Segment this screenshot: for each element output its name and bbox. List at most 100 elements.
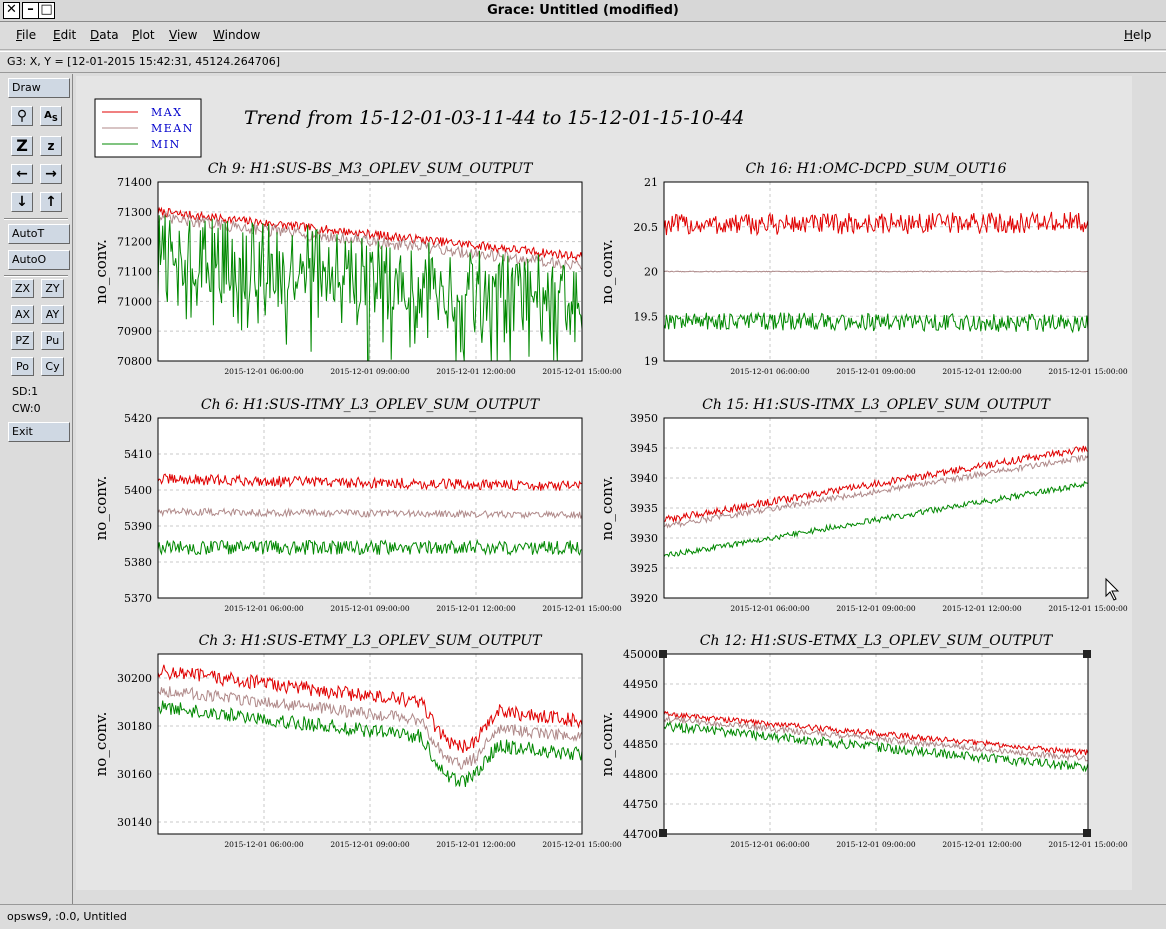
x-tick-label: 2015-12-01 09:00:00 [330, 367, 410, 376]
menu-window[interactable]: Window [213, 28, 261, 42]
x-tick-label: 2015-12-01 06:00:00 [224, 840, 304, 849]
x-tick-label: 2015-12-01 15:00:00 [542, 840, 622, 849]
title-bar: ✕ – □ Grace: Untitled (modified) [0, 0, 1166, 22]
chart-5[interactable]: 30200 30180 30160 30140 2015-12-01 06:00:00 2… [92, 633, 622, 849]
po-button[interactable]: Po [11, 357, 34, 376]
selection-handle[interactable] [1083, 829, 1091, 837]
x-tick-label: 2015-12-01 09:00:00 [330, 840, 410, 849]
selection-handle[interactable] [659, 829, 667, 837]
zy-button[interactable]: ZY [41, 279, 64, 298]
chart-frame [663, 181, 1089, 362]
x-tick-label: 2015-12-01 12:00:00 [436, 367, 516, 376]
series-max [157, 664, 583, 754]
y-tick-label: 45000 [623, 648, 658, 661]
y-tick-label: 70800 [117, 355, 152, 368]
autoscale-text-icon[interactable]: AS [40, 106, 62, 126]
plot-canvas[interactable]: MAX MEAN MIN Trend from 15-12-01-03-11-4… [76, 76, 1132, 890]
x-tick-label: 2015-12-01 12:00:00 [942, 604, 1022, 613]
x-tick-label: 2015-12-01 15:00:00 [1048, 367, 1128, 376]
y-tick-label: 30180 [117, 720, 152, 733]
chart-frame [157, 181, 583, 362]
y-tick-label: 19.5 [634, 310, 659, 323]
sidebar-divider [4, 218, 68, 220]
sd-indicator: SD:1 [12, 385, 39, 398]
zoom-magnifier-icon[interactable]: ⚲ [11, 106, 33, 126]
autoo-button[interactable]: AutoO [8, 250, 70, 270]
legend-min-label: MIN [151, 138, 181, 151]
legend-mean-label: MEAN [151, 122, 194, 135]
chart-title: Ch 3: H1:SUS-ETMY_L3_OPLEV_SUM_OUTPUT [199, 633, 543, 649]
x-tick-label: 2015-12-01 15:00:00 [542, 367, 622, 376]
series-max [663, 445, 1089, 523]
chart-2[interactable]: 21 20.5 20 19.5 19 2015-12-01 06:00:00 2015-12… [598, 161, 1128, 376]
series-min [663, 480, 1089, 558]
x-tick-label: 2015-12-01 15:00:00 [1048, 604, 1128, 613]
maximize-icon[interactable]: □ [38, 2, 55, 19]
series-min [663, 311, 1089, 334]
y-tick-label: 3940 [630, 472, 658, 485]
y-tick-label: 71400 [117, 176, 152, 189]
y-tick-label: 5420 [124, 412, 152, 425]
series-max [663, 211, 1089, 237]
y-tick-label: 71000 [117, 295, 152, 308]
chart-3[interactable]: 5420 5410 5400 5390 5380 5370 2015-12-01 06:00… [92, 397, 622, 613]
series-min [157, 700, 583, 788]
selection-handle[interactable] [1083, 650, 1091, 658]
series-mean [157, 686, 583, 770]
ay-button[interactable]: AY [41, 305, 64, 324]
menu-plot[interactable]: Plot [132, 28, 155, 42]
y-tick-label: 5390 [124, 520, 152, 533]
pu-button[interactable]: Pu [41, 331, 64, 350]
chart-6[interactable]: 45000 44950 44900 44850 44800 44750 44700 2015-… [598, 633, 1128, 849]
legend-box[interactable]: MAX MEAN MIN [94, 98, 202, 158]
exit-button[interactable]: Exit [8, 422, 70, 442]
chart-frame [157, 653, 583, 835]
arrow-right-icon[interactable]: → [40, 164, 62, 184]
arrow-left-icon[interactable]: ← [11, 164, 33, 184]
tool-sidebar: Draw ⚲ AS Z z ← → ↓ ↑ AutoT AutoO ZX ZY … [0, 74, 73, 904]
x-tick-label: 2015-12-01 12:00:00 [436, 840, 516, 849]
chart-title: Ch 9: H1:SUS-BS_M3_OPLEV_SUM_OUTPUT [208, 161, 534, 177]
cy-button[interactable]: Cy [41, 357, 64, 376]
x-tick-label: 2015-12-01 09:00:00 [836, 604, 916, 613]
chart-4[interactable]: 3950 3945 3940 3935 3930 3925 3920 2015-12-01 0… [598, 397, 1128, 613]
menu-help[interactable]: Help [1124, 28, 1152, 42]
menu-view[interactable]: View [169, 28, 198, 42]
y-tick-label: 3920 [630, 592, 658, 605]
zoom-out-z-icon[interactable]: z [40, 136, 62, 156]
menu-edit[interactable]: Edit [53, 28, 77, 42]
x-tick-label: 2015-12-01 09:00:00 [836, 367, 916, 376]
close-icon[interactable]: ✕ [3, 2, 20, 19]
y-axis-label: no_conv. [92, 712, 110, 777]
x-tick-label: 2015-12-01 09:00:00 [836, 840, 916, 849]
graph-area[interactable]: MAX MEAN MIN Trend from 15-12-01-03-11-4… [76, 76, 1132, 890]
y-tick-label: 30200 [117, 672, 152, 685]
zx-button[interactable]: ZX [11, 279, 34, 298]
charts-layer: 71400 71300 71200 71100 71000 70900 70800 2015-… [92, 161, 1128, 849]
selected-graph-handles[interactable] [659, 650, 1091, 837]
x-tick-label: 2015-12-01 06:00:00 [730, 604, 810, 613]
window-title: Grace: Untitled (modified) [487, 3, 679, 18]
x-tick-label: 2015-12-01 12:00:00 [436, 604, 516, 613]
x-tick-label: 2015-12-01 12:00:00 [942, 840, 1022, 849]
zoom-in-z-icon[interactable]: Z [11, 136, 33, 156]
arrow-up-icon[interactable]: ↑ [40, 192, 62, 212]
y-tick-label: 20.5 [634, 221, 659, 234]
x-tick-label: 2015-12-01 06:00:00 [730, 840, 810, 849]
pz-button[interactable]: PZ [11, 331, 34, 350]
y-tick-label: 3945 [630, 442, 658, 455]
status-text: opsws9, :0.0, Untitled [7, 910, 127, 923]
menu-file[interactable]: File [16, 28, 37, 42]
chart-1[interactable]: 71400 71300 71200 71100 71000 70900 70800 2015-… [92, 161, 622, 376]
y-tick-label: 71300 [117, 206, 152, 219]
arrow-down-icon[interactable]: ↓ [11, 192, 33, 212]
autot-button[interactable]: AutoT [8, 224, 70, 244]
y-tick-label: 5410 [124, 448, 152, 461]
x-tick-label: 2015-12-01 15:00:00 [542, 604, 622, 613]
y-tick-label: 71100 [117, 266, 152, 279]
ax-button[interactable]: AX [11, 305, 34, 324]
menu-data[interactable]: Data [90, 28, 119, 42]
selection-handle[interactable] [659, 650, 667, 658]
draw-button[interactable]: Draw [8, 78, 70, 98]
status-bar: opsws9, :0.0, Untitled [0, 904, 1166, 929]
